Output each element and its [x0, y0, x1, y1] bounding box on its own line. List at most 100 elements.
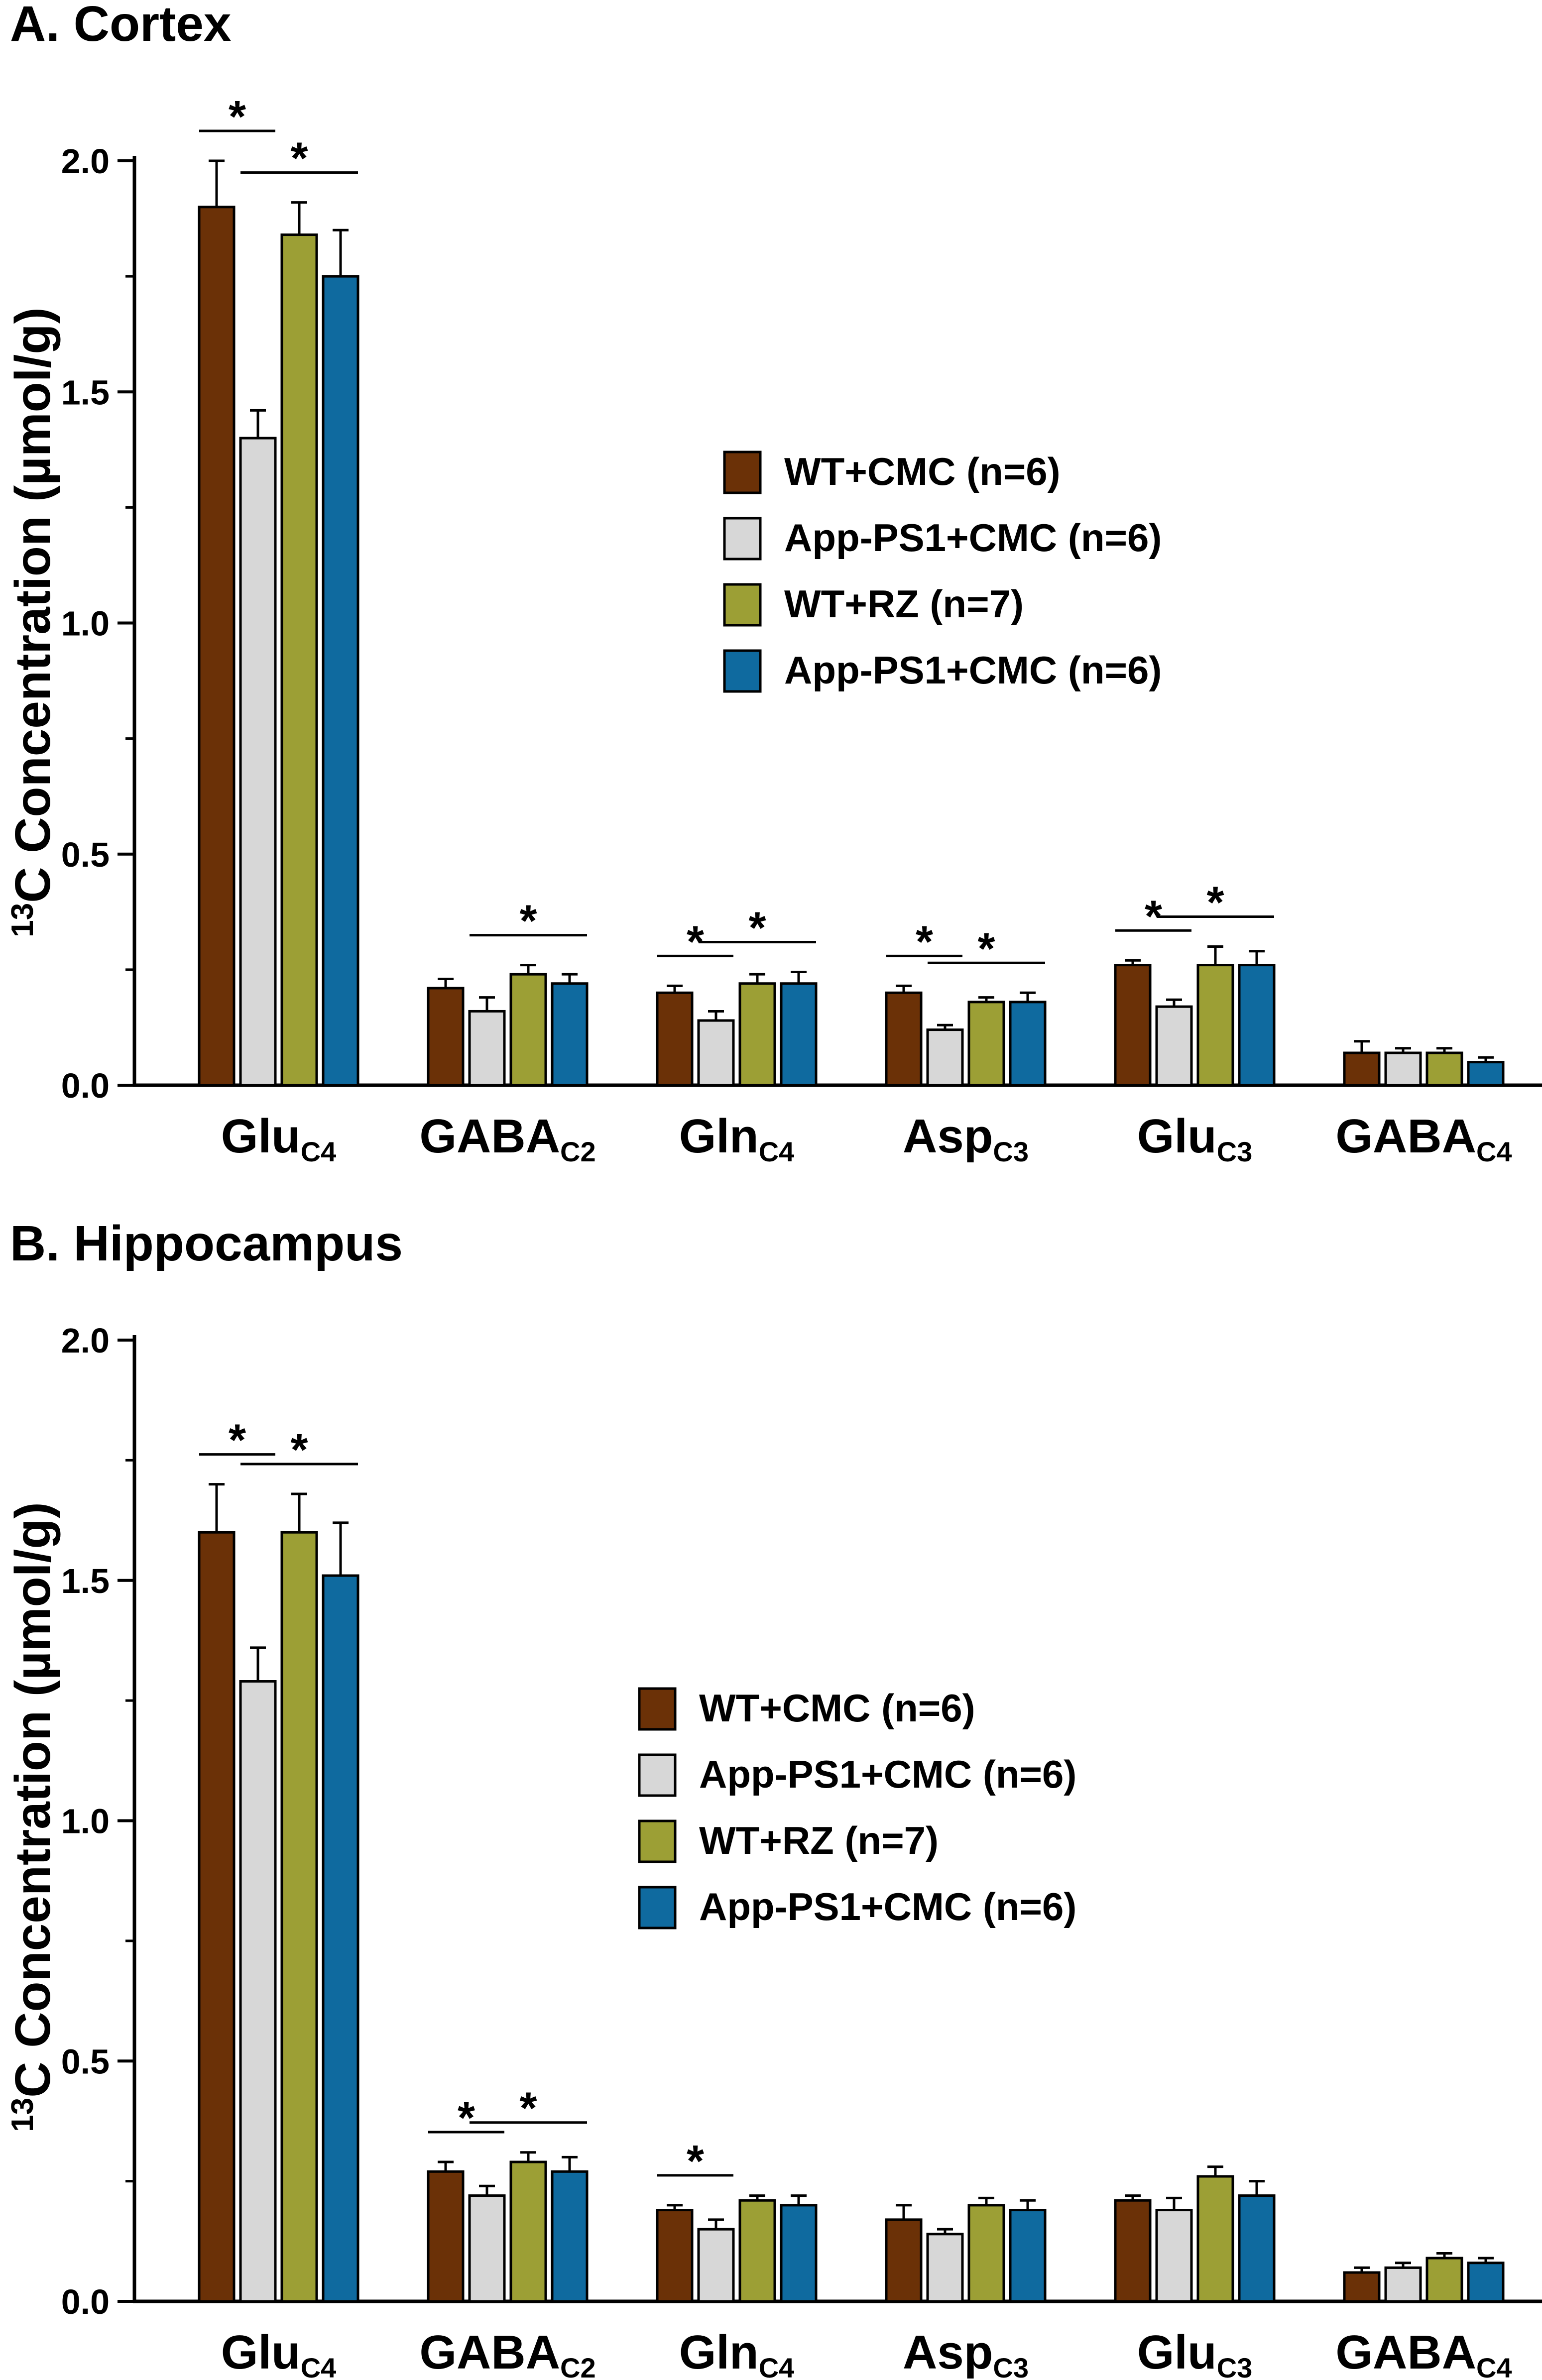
y-tick-label: 1.5: [61, 1562, 110, 1600]
y-tick-label: 0.5: [61, 2042, 110, 2081]
x-category-subscript: C3: [993, 1136, 1029, 1167]
panel-cortex: A. Cortex 0.0 0.5 1.0 1.5 2.0 13C Concentrati…: [5, 0, 1542, 1167]
significance-marker: *: [229, 92, 246, 142]
significance-marker: *: [916, 917, 933, 967]
bar: [1425, 2257, 1463, 2303]
legend-label: WT+CMC (n=6): [699, 1686, 975, 1730]
bar: [1155, 1005, 1193, 1087]
legend-swatch: [723, 517, 762, 561]
x-category-subscript: C4: [759, 2352, 795, 2380]
significance-marker: *: [977, 924, 995, 974]
bar: [1384, 1051, 1422, 1087]
bar: [967, 1001, 1005, 1087]
bar: [239, 1680, 277, 2303]
significance-marker: *: [290, 134, 308, 184]
legend-swatch: [723, 583, 762, 627]
bar: [239, 437, 277, 1087]
x-category-subscript: C2: [560, 2352, 596, 2380]
x-category-subscript: C4: [301, 2352, 337, 2380]
x-category-label: AspC3: [903, 1110, 1029, 1167]
bar: [780, 2204, 818, 2303]
significance-marker: *: [290, 1425, 308, 1475]
x-category-label: GluC3: [1137, 1110, 1253, 1167]
x-category-label: GABAC2: [419, 1110, 595, 1167]
y-axis-label-superscript: 13: [5, 2098, 40, 2132]
x-category-label: GlnC4: [679, 2326, 795, 2380]
legend-swatch: [638, 1753, 677, 1797]
bar: [1114, 2199, 1152, 2303]
x-category-name: Glu: [1137, 2326, 1217, 2379]
y-axis-label: 13C Concentration (µmol/g): [5, 307, 61, 937]
x-category-subscript: C3: [1217, 2352, 1253, 2380]
x-category-name: GABA: [419, 2326, 560, 2379]
bar: [198, 206, 236, 1087]
bar: [738, 2199, 776, 2303]
bar: [280, 1531, 318, 2303]
x-category-name: Asp: [903, 2326, 993, 2379]
significance-marker: *: [519, 2084, 537, 2134]
panel-title: B. Hippocampus: [10, 1216, 403, 1271]
bar: [198, 1531, 236, 2303]
x-category-name: Gln: [679, 1110, 759, 1163]
bar: [1196, 2175, 1234, 2303]
x-category-subscript: C3: [993, 2352, 1029, 2380]
x-category-label: GABAC2: [419, 2326, 595, 2380]
y-tick-label: 1.5: [61, 373, 110, 412]
bar: [1196, 964, 1234, 1087]
panel-hippocampus: B. Hippocampus 0.0 0.5 1.0 1.5 2.0 13C Concen…: [5, 1216, 1542, 2380]
legend-swatch: [638, 1819, 677, 1863]
x-category-subscript: C4: [1476, 2352, 1512, 2380]
x-category-subscript: C4: [301, 1136, 337, 1167]
significance-marker: *: [687, 2137, 704, 2186]
x-category-subscript: C2: [560, 1136, 596, 1167]
x-category-name: Asp: [903, 1110, 993, 1163]
y-tick-label: 1.0: [61, 604, 110, 643]
bar: [885, 2218, 923, 2303]
x-category-name: Glu: [221, 1110, 301, 1163]
x-category-label: GABAC4: [1335, 2326, 1512, 2380]
significance-marker: *: [458, 2093, 475, 2143]
bar: [509, 2160, 547, 2303]
x-category-name: GABA: [1335, 2326, 1476, 2379]
panel-title: A. Cortex: [10, 0, 232, 52]
bar: [885, 991, 923, 1087]
bar: [697, 1019, 735, 1087]
x-category-label: GABAC4: [1335, 1110, 1512, 1167]
bar: [1467, 2262, 1505, 2303]
significance-marker: *: [519, 897, 537, 946]
bar: [1009, 2209, 1047, 2303]
bar: [427, 987, 465, 1087]
bar: [1343, 2271, 1381, 2303]
bar: [656, 2209, 694, 2303]
bar: [1009, 1001, 1047, 1087]
bar: [468, 2194, 506, 2303]
bar: [551, 2170, 589, 2303]
legend-label: App-PS1+CMC (n=6): [784, 516, 1162, 560]
bar: [1467, 1061, 1505, 1087]
legend-label: App-PS1+CMC (n=6): [699, 1752, 1076, 1796]
bar: [1155, 2209, 1193, 2303]
bar: [1238, 2194, 1276, 2303]
y-axis-label-text: C Concentration (µmol/g): [5, 307, 61, 903]
x-category-subscript: C4: [759, 1136, 795, 1167]
bar: [1425, 1051, 1463, 1087]
x-category-name: Gln: [679, 2326, 759, 2379]
x-category-label: GluC3: [1137, 2326, 1253, 2380]
x-category-subscript: C4: [1476, 1136, 1512, 1167]
x-category-subscript: C3: [1217, 1136, 1253, 1167]
legend-label: WT+CMC (n=6): [784, 450, 1061, 493]
legend-label: WT+RZ (n=7): [784, 582, 1024, 626]
y-tick-label: 0.5: [61, 835, 110, 874]
bar: [1343, 1051, 1381, 1087]
bar: [1114, 964, 1152, 1087]
significance-marker: *: [229, 1416, 246, 1466]
bar: [322, 275, 359, 1087]
y-axis-label-text: C Concentration (µmol/g): [5, 1502, 61, 2097]
legend-label: App-PS1+CMC (n=6): [784, 648, 1162, 692]
bar: [1238, 964, 1276, 1087]
y-tick-label: 1.0: [61, 1802, 110, 1841]
x-category-name: Glu: [221, 2326, 301, 2379]
bar: [427, 2170, 465, 2303]
bar: [551, 982, 589, 1087]
